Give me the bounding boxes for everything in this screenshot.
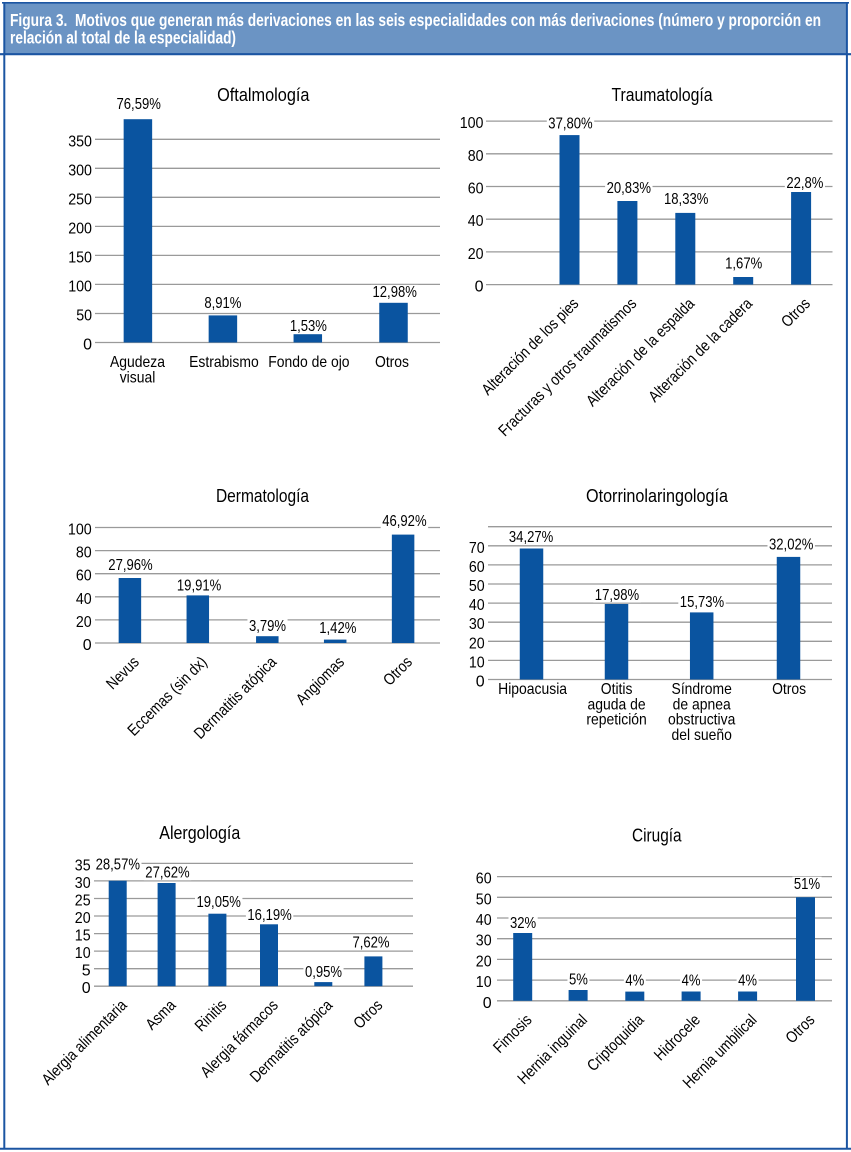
svg-text:350: 350 — [68, 133, 92, 150]
svg-text:20: 20 — [476, 953, 492, 970]
svg-text:de apnea: de apnea — [673, 696, 731, 713]
svg-text:50: 50 — [76, 308, 92, 325]
svg-text:17,98%: 17,98% — [595, 587, 640, 604]
svg-text:25: 25 — [75, 893, 91, 910]
svg-text:Traumatología: Traumatología — [612, 85, 714, 105]
svg-text:visual: visual — [120, 369, 156, 386]
svg-text:150: 150 — [68, 249, 92, 266]
svg-text:10: 10 — [469, 654, 485, 671]
svg-text:250: 250 — [68, 191, 92, 208]
svg-text:5: 5 — [82, 963, 91, 980]
svg-text:60: 60 — [476, 871, 492, 888]
svg-text:35: 35 — [75, 857, 91, 874]
svg-text:Cirugía: Cirugía — [632, 825, 682, 845]
svg-text:60: 60 — [468, 181, 484, 198]
svg-text:100: 100 — [460, 115, 484, 132]
svg-text:1,53%: 1,53% — [290, 318, 327, 335]
svg-text:32,02%: 32,02% — [769, 537, 814, 554]
svg-text:10: 10 — [75, 945, 91, 962]
svg-text:32%: 32% — [510, 915, 536, 932]
svg-text:20: 20 — [469, 635, 485, 652]
svg-text:1,67%: 1,67% — [725, 255, 762, 272]
svg-text:20: 20 — [76, 614, 92, 631]
svg-text:3,79%: 3,79% — [249, 618, 286, 635]
svg-text:aguda de: aguda de — [588, 696, 646, 713]
svg-text:40: 40 — [76, 591, 92, 608]
svg-text:relación al total de la especi: relación al total de la especialidad) — [10, 28, 236, 48]
svg-text:0: 0 — [83, 337, 92, 354]
svg-text:Otitis: Otitis — [601, 681, 633, 698]
svg-text:0: 0 — [483, 995, 492, 1012]
svg-text:46,92%: 46,92% — [382, 513, 427, 530]
svg-text:Alergología: Alergología — [159, 823, 241, 843]
svg-text:15: 15 — [75, 928, 91, 945]
svg-text:30: 30 — [476, 933, 492, 950]
svg-text:18,33%: 18,33% — [664, 191, 709, 208]
svg-text:34,27%: 34,27% — [509, 529, 554, 546]
svg-text:0: 0 — [476, 674, 485, 691]
svg-text:30: 30 — [469, 616, 485, 633]
svg-text:19,91%: 19,91% — [177, 578, 222, 595]
svg-text:40: 40 — [469, 597, 485, 614]
svg-text:60: 60 — [76, 568, 92, 585]
svg-text:70: 70 — [469, 540, 485, 557]
svg-text:repetición: repetición — [586, 712, 646, 729]
svg-text:0: 0 — [82, 980, 91, 997]
svg-text:27,62%: 27,62% — [145, 865, 190, 882]
svg-text:80: 80 — [468, 148, 484, 165]
svg-text:60: 60 — [469, 559, 485, 576]
svg-text:12,98%: 12,98% — [373, 284, 418, 301]
svg-text:7,62%: 7,62% — [352, 934, 389, 951]
svg-text:0: 0 — [83, 637, 92, 654]
svg-text:27,96%: 27,96% — [108, 557, 153, 574]
svg-text:Oftalmología: Oftalmología — [217, 85, 310, 105]
svg-text:Fondo de ojo: Fondo de ojo — [268, 354, 349, 371]
svg-text:100: 100 — [68, 278, 92, 295]
svg-text:0,95%: 0,95% — [305, 964, 342, 981]
svg-text:40: 40 — [476, 912, 492, 929]
svg-text:1,42%: 1,42% — [319, 620, 356, 637]
svg-text:300: 300 — [68, 162, 92, 179]
svg-text:28,57%: 28,57% — [96, 857, 141, 874]
svg-text:4%: 4% — [682, 972, 701, 989]
svg-text:5%: 5% — [569, 971, 588, 988]
svg-text:76,59%: 76,59% — [117, 96, 162, 113]
svg-text:20: 20 — [75, 910, 91, 927]
svg-text:51%: 51% — [794, 876, 820, 893]
svg-text:Otorrinolaringología: Otorrinolaringología — [586, 486, 729, 506]
svg-text:Síndrome: Síndrome — [672, 681, 732, 698]
svg-text:15,73%: 15,73% — [680, 594, 725, 611]
svg-text:Estrabismo: Estrabismo — [189, 354, 259, 371]
svg-text:Figura 3. Motivos que generan: Figura 3. Motivos que generan más deriva… — [10, 10, 821, 30]
svg-text:50: 50 — [476, 891, 492, 908]
svg-text:del sueño: del sueño — [672, 727, 732, 744]
svg-text:16,19%: 16,19% — [247, 907, 292, 924]
svg-text:Dermatología: Dermatología — [216, 486, 310, 506]
svg-text:20: 20 — [468, 246, 484, 263]
svg-text:50: 50 — [469, 578, 485, 595]
svg-text:4%: 4% — [625, 972, 644, 989]
svg-text:Hipoacusia: Hipoacusia — [498, 681, 567, 698]
svg-text:10: 10 — [476, 974, 492, 991]
svg-text:4%: 4% — [738, 972, 757, 989]
svg-text:30: 30 — [75, 875, 91, 892]
svg-text:200: 200 — [68, 220, 92, 237]
svg-text:22,8%: 22,8% — [786, 175, 823, 192]
svg-text:19,05%: 19,05% — [197, 894, 242, 911]
svg-text:20,83%: 20,83% — [607, 180, 652, 197]
svg-text:Otros: Otros — [375, 354, 409, 371]
svg-text:obstructiva: obstructiva — [668, 712, 735, 729]
svg-text:0: 0 — [475, 279, 484, 296]
svg-text:8,91%: 8,91% — [204, 295, 241, 312]
svg-text:80: 80 — [76, 545, 92, 562]
svg-text:40: 40 — [468, 213, 484, 230]
svg-text:100: 100 — [68, 522, 92, 539]
svg-text:Otros: Otros — [772, 681, 806, 698]
svg-text:Agudeza: Agudeza — [110, 354, 165, 371]
svg-text:37,80%: 37,80% — [548, 116, 593, 133]
